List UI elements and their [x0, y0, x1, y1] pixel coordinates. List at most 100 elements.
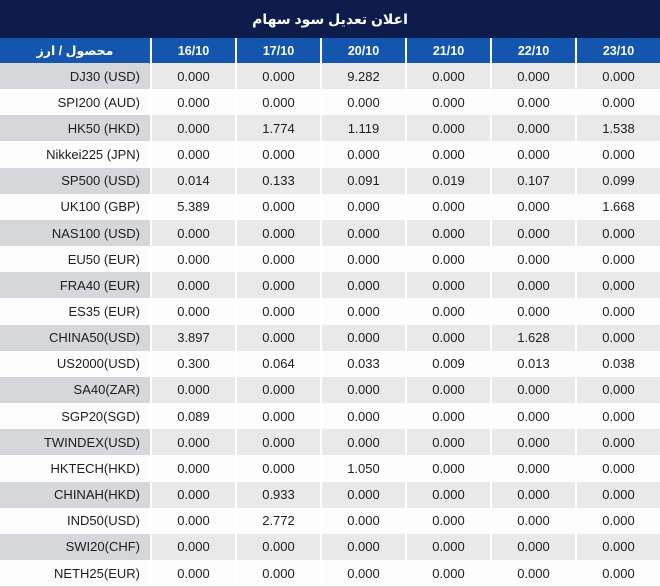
value-cell: 0.014: [150, 167, 235, 194]
value-cell: 0.000: [405, 63, 490, 90]
report-title: اعلان تعديل سود سهام: [252, 10, 408, 27]
value-cell: 0.000: [320, 533, 405, 560]
value-cell: 0.000: [575, 89, 660, 116]
report-title-bar: اعلان تعديل سود سهام: [0, 0, 660, 38]
value-cell: 0.000: [490, 507, 575, 534]
value-cell: 0.000: [150, 246, 235, 273]
value-cell: 0.000: [490, 533, 575, 560]
value-cell: 0.000: [405, 193, 490, 220]
row-label: Nikkei225 (JPN): [0, 141, 150, 168]
row-label: UK100 (GBP): [0, 193, 150, 220]
row-label: SA40(ZAR): [0, 376, 150, 404]
value-cell: 0.000: [150, 141, 235, 168]
table-row: NAS100 (USD) 0.000 0.000 0.000 0.000 0.000 0.0…: [0, 219, 660, 247]
row-label: CHINA50(USD): [0, 324, 150, 351]
date-header-cell: 23/10: [575, 38, 660, 63]
row-label: ES35 (EUR): [0, 298, 150, 325]
value-cell: 0.000: [320, 246, 405, 273]
row-label: HK50 (HKD): [0, 115, 150, 142]
table-row: SGP20(SGD) 0.089 0.000 0.000 0.000 0.000 0.000: [0, 403, 660, 430]
row-label: DJ30 (USD): [0, 63, 150, 90]
value-cell: 0.133: [235, 167, 320, 194]
value-cell: 1.050: [320, 455, 405, 482]
value-cell: 0.000: [235, 246, 320, 273]
value-cell: 0.000: [320, 272, 405, 299]
value-cell: 0.019: [405, 167, 490, 194]
row-label: SGP20(SGD): [0, 403, 150, 430]
value-cell: 0.000: [490, 219, 575, 247]
row-label: CHINAH(HKD): [0, 481, 150, 508]
value-cell: 0.000: [235, 141, 320, 168]
value-cell: 0.000: [150, 376, 235, 404]
value-cell: 0.000: [320, 376, 405, 404]
table-row: UK100 (GBP) 5.389 0.000 0.000 0.000 0.000 1.66…: [0, 193, 660, 220]
row-label: TWINDEX(USD): [0, 429, 150, 456]
value-cell: 5.389: [150, 193, 235, 220]
value-cell: 0.000: [150, 559, 235, 587]
date-header-cell: 17/10: [235, 38, 320, 63]
value-cell: 0.000: [150, 507, 235, 534]
value-cell: 0.038: [575, 350, 660, 377]
value-cell: 0.000: [150, 429, 235, 456]
value-cell: 0.933: [235, 481, 320, 508]
value-cell: 0.000: [320, 89, 405, 116]
value-cell: 0.000: [235, 429, 320, 456]
value-cell: 0.107: [490, 167, 575, 194]
value-cell: 0.000: [490, 481, 575, 508]
value-cell: 0.000: [150, 115, 235, 142]
value-cell: 0.000: [405, 89, 490, 116]
table-row: SP500 (USD) 0.014 0.133 0.091 0.019 0.107 0.09…: [0, 167, 660, 194]
value-cell: 0.000: [405, 533, 490, 560]
value-cell: 0.300: [150, 350, 235, 377]
value-cell: 0.000: [235, 89, 320, 116]
value-cell: 0.000: [235, 455, 320, 482]
value-cell: 0.000: [320, 141, 405, 168]
row-label: SWI20(CHF): [0, 533, 150, 560]
row-label: US2000(USD): [0, 350, 150, 377]
value-cell: 0.000: [575, 324, 660, 351]
date-header-cell: 20/10: [320, 38, 405, 63]
value-cell: 0.000: [575, 272, 660, 299]
table-row: CHINAH(HKD) 0.000 0.933 0.000 0.000 0.000 0.00…: [0, 481, 660, 508]
value-cell: 0.000: [405, 115, 490, 142]
value-cell: 0.000: [405, 141, 490, 168]
value-cell: 0.000: [405, 298, 490, 325]
value-cell: 0.000: [405, 455, 490, 482]
value-cell: 0.000: [490, 193, 575, 220]
value-cell: 0.000: [150, 219, 235, 247]
value-cell: 0.000: [575, 429, 660, 456]
value-cell: 1.668: [575, 193, 660, 220]
value-cell: 0.089: [150, 403, 235, 430]
value-cell: 1.628: [490, 324, 575, 351]
table-row: HK50 (HKD) 0.000 1.774 1.119 0.000 0.000 1.538: [0, 115, 660, 142]
value-cell: 0.000: [575, 246, 660, 273]
value-cell: 0.000: [490, 115, 575, 142]
value-cell: 0.000: [575, 376, 660, 404]
value-cell: 0.000: [235, 63, 320, 90]
value-cell: 0.000: [490, 272, 575, 299]
table-row: SPI200 (AUD) 0.000 0.000 0.000 0.000 0.000 0.0…: [0, 89, 660, 116]
value-cell: 0.000: [150, 481, 235, 508]
value-cell: 1.119: [320, 115, 405, 142]
table-row: SWI20(CHF) 0.000 0.000 0.000 0.000 0.000 0.000: [0, 533, 660, 560]
value-cell: 0.000: [320, 403, 405, 430]
value-cell: 0.000: [490, 559, 575, 587]
value-cell: 0.000: [235, 376, 320, 404]
row-label: IND50(USD): [0, 507, 150, 534]
table-row: ES35 (EUR) 0.000 0.000 0.000 0.000 0.000 0.000: [0, 298, 660, 325]
value-cell: 0.000: [320, 481, 405, 508]
value-cell: 3.897: [150, 324, 235, 351]
row-label: EU50 (EUR): [0, 246, 150, 273]
value-cell: 0.000: [405, 429, 490, 456]
value-cell: 0.000: [490, 63, 575, 90]
date-header-cell: 21/10: [405, 38, 490, 63]
value-cell: 0.000: [575, 63, 660, 90]
table-row: FRA40 (EUR) 0.000 0.000 0.000 0.000 0.000 0.00…: [0, 272, 660, 299]
value-cell: 0.000: [320, 193, 405, 220]
value-cell: 0.000: [405, 219, 490, 247]
value-cell: 0.000: [405, 376, 490, 404]
value-cell: 0.000: [235, 298, 320, 325]
value-cell: 0.000: [235, 533, 320, 560]
value-cell: 0.000: [405, 559, 490, 587]
